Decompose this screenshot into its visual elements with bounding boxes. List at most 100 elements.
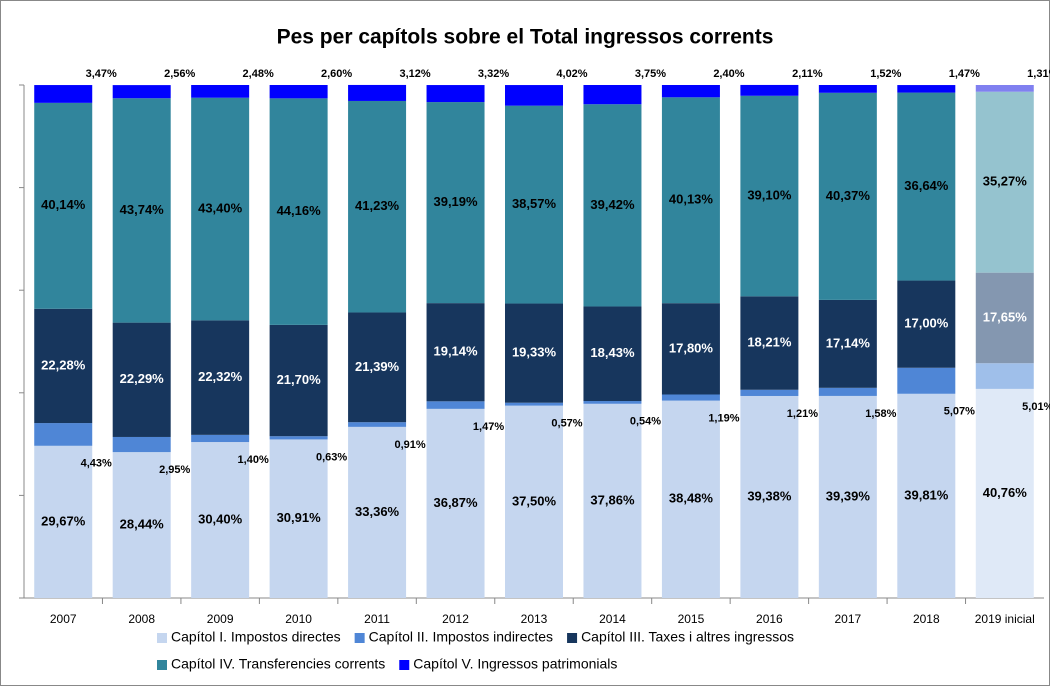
- bar-segment: [348, 422, 407, 427]
- data-label: 40,37%: [826, 188, 871, 203]
- bar-segment: [661, 394, 720, 401]
- data-label: 30,40%: [198, 511, 243, 526]
- data-label: 2,11%: [792, 68, 823, 80]
- bar-segment: [34, 423, 93, 446]
- bar-segment: [897, 92, 956, 281]
- bar-segment: [505, 303, 563, 403]
- bar-segment: [661, 303, 720, 395]
- x-tick-label: 2012: [442, 612, 469, 626]
- data-label: 33,36%: [355, 504, 400, 519]
- bar-segment: [426, 102, 485, 304]
- data-label: 39,19%: [433, 194, 478, 209]
- bar-segment: [112, 452, 171, 598]
- data-label: 2,60%: [321, 68, 352, 80]
- bar-segment: [975, 91, 1034, 273]
- bar-segment: [583, 401, 642, 404]
- data-label: 0,91%: [394, 439, 425, 451]
- data-label: 40,76%: [983, 485, 1028, 500]
- x-tick-label: 2015: [678, 612, 705, 626]
- data-label: 43,74%: [120, 202, 165, 217]
- bar-segment: [505, 405, 563, 598]
- data-label: 30,91%: [277, 510, 322, 525]
- data-label: 37,86%: [590, 492, 635, 507]
- legend-label: Capítol V. Ingressos patrimonials: [413, 656, 617, 672]
- legend-label: Capítol III. Taxes i altres ingressos: [581, 629, 794, 645]
- bar-segment: [897, 280, 956, 368]
- bar-segment: [897, 85, 956, 93]
- x-tick-label: 2016: [756, 612, 783, 626]
- bar-segment: [426, 408, 485, 598]
- data-label: 0,54%: [630, 416, 661, 428]
- bar-segment: [112, 322, 171, 437]
- data-label: 29,67%: [41, 513, 86, 528]
- bar-segment: [505, 402, 563, 406]
- data-label: 41,23%: [355, 198, 400, 213]
- bar-segment: [269, 439, 328, 598]
- bar-segment: [191, 85, 250, 98]
- data-label: 39,39%: [826, 488, 871, 503]
- bar-segment: [269, 436, 328, 440]
- data-label: 39,42%: [590, 197, 635, 212]
- legend-swatch: [157, 633, 167, 643]
- bar-segment: [112, 98, 171, 323]
- data-label: 38,48%: [669, 491, 714, 506]
- data-label: 3,75%: [635, 68, 666, 80]
- bar-segment: [740, 389, 799, 396]
- data-label: 22,32%: [198, 369, 243, 384]
- data-label: 2,40%: [713, 68, 744, 80]
- x-tick-label: 2011: [364, 612, 390, 626]
- bar-segment: [191, 97, 250, 321]
- data-label: 36,64%: [904, 178, 949, 193]
- x-tick-label: 2014: [599, 612, 626, 626]
- data-label: 5,01%: [1022, 401, 1050, 413]
- legend-swatch: [399, 660, 410, 670]
- data-label: 18,21%: [747, 335, 792, 350]
- x-tick-label: 2017: [834, 612, 861, 626]
- data-label: 21,70%: [277, 372, 322, 387]
- data-label: 1,47%: [473, 421, 504, 433]
- bar-segment: [818, 395, 877, 598]
- data-label: 4,43%: [81, 458, 112, 470]
- bar-segment: [897, 393, 956, 598]
- bar-segment: [583, 85, 642, 105]
- bar-segment: [975, 363, 1034, 389]
- bar-segment: [112, 436, 171, 453]
- bar-segment: [505, 105, 563, 304]
- data-label: 38,57%: [512, 196, 557, 211]
- x-tick-label: 2019 inicial: [975, 612, 1035, 626]
- bar-segment: [191, 442, 250, 598]
- bar-segment: [34, 308, 93, 424]
- chart-title: Pes per capítols sobre el Total ingresso…: [277, 26, 774, 49]
- bar-segment: [740, 84, 799, 96]
- data-label: 39,81%: [904, 487, 949, 502]
- data-label: 21,39%: [355, 359, 400, 374]
- data-label: 0,63%: [316, 451, 347, 463]
- data-label: 1,21%: [787, 408, 818, 420]
- data-label: 19,33%: [512, 345, 557, 360]
- x-tick-label: 2013: [521, 612, 548, 626]
- bar-segment: [583, 403, 642, 598]
- legend-swatch: [354, 633, 365, 643]
- bar-segment: [191, 320, 250, 435]
- data-label: 2,56%: [164, 68, 195, 80]
- data-label: 1,19%: [708, 413, 739, 425]
- bar-segment: [505, 85, 563, 106]
- bar-segment: [818, 299, 877, 388]
- data-label: 1,47%: [949, 68, 980, 80]
- x-tick-label: 2009: [207, 612, 234, 626]
- data-label: 40,14%: [41, 197, 86, 212]
- bar-segment: [191, 434, 250, 443]
- data-label: 3,12%: [399, 68, 430, 80]
- legend-label: Capítol I. Impostos directes: [171, 629, 341, 645]
- bar-segment: [897, 367, 956, 394]
- data-label: 3,47%: [86, 68, 117, 80]
- bar-segment: [661, 97, 720, 304]
- bar-segment: [348, 84, 407, 101]
- bar-segment: [818, 387, 877, 396]
- bar-segment: [583, 104, 642, 307]
- bar-segment: [269, 324, 328, 437]
- data-label: 1,40%: [238, 454, 269, 466]
- bar-segment: [740, 395, 799, 598]
- bar-segment: [426, 85, 485, 103]
